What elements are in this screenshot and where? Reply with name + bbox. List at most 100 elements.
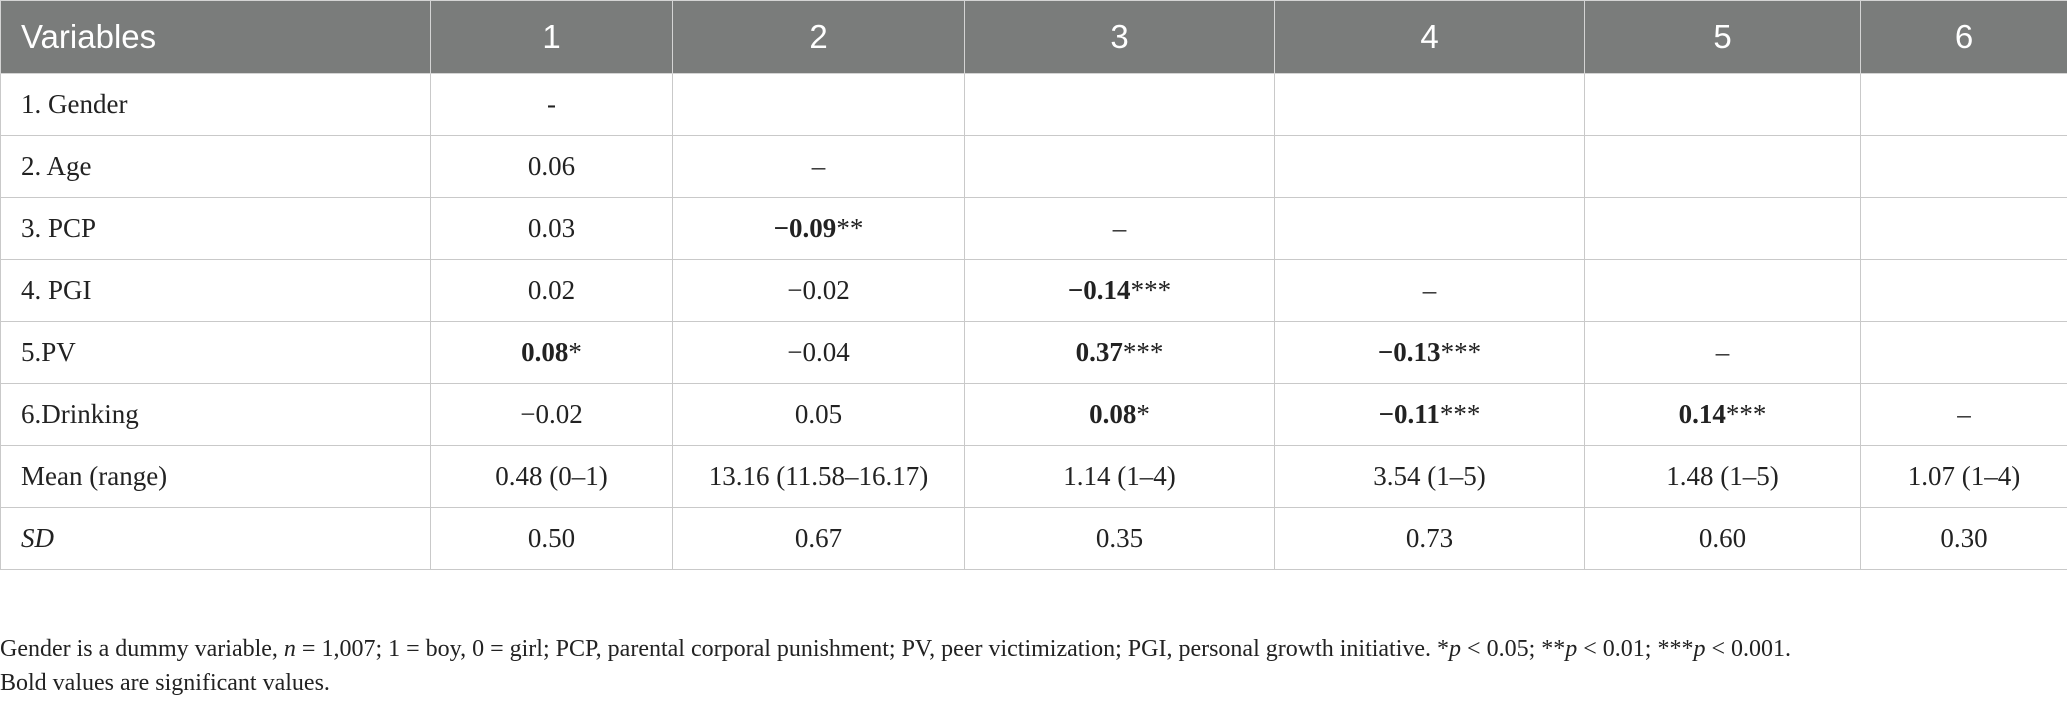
table-cell: 3.54 (1–5) xyxy=(1274,445,1585,508)
significance-marker: *** xyxy=(1130,275,1172,305)
table-cell: 1.48 (1–5) xyxy=(1584,445,1861,508)
header-variables: Variables xyxy=(0,0,431,74)
table-cell xyxy=(1274,73,1585,136)
table-cell: 0.08* xyxy=(964,383,1275,446)
table-cell: 0.48 (0–1) xyxy=(430,445,673,508)
table-cell xyxy=(1860,321,2067,384)
cell-value: −0.11 xyxy=(1378,399,1440,429)
row-label: 5.PV xyxy=(0,321,431,384)
cell-value: 0.03 xyxy=(527,213,576,243)
cell-value: −0.14 xyxy=(1067,275,1131,305)
table-cell xyxy=(1860,259,2067,322)
significance-marker: * xyxy=(1136,399,1150,429)
table-cell: – xyxy=(964,197,1275,260)
cell-value: - xyxy=(547,89,556,119)
significance-marker: *** xyxy=(1439,399,1481,429)
cell-value: 0.06 xyxy=(527,151,576,181)
table-cell: 0.06 xyxy=(430,135,673,198)
table-cell: 0.67 xyxy=(672,507,965,570)
cell-value: −0.09 xyxy=(773,213,837,243)
row-label: 3. PCP xyxy=(0,197,431,260)
table-row: SD 0.50 0.67 0.35 0.73 0.60 0.30 xyxy=(0,507,2067,570)
cell-value: – xyxy=(1422,275,1437,305)
table-cell: 0.14*** xyxy=(1584,383,1861,446)
cell-value: −0.02 xyxy=(520,399,583,429)
footnote-line-2: Bold values are significant values. xyxy=(0,670,330,696)
table-cell xyxy=(964,135,1275,198)
row-label: 4. PGI xyxy=(0,259,431,322)
table-footnote: Gender is a dummy variable, n = 1,007; 1… xyxy=(0,632,1791,700)
row-label: 6.Drinking xyxy=(0,383,431,446)
header-col-6: 6 xyxy=(1860,0,2067,74)
table-cell: −0.14*** xyxy=(964,259,1275,322)
cell-value: 0.60 xyxy=(1698,523,1747,553)
cell-value: −0.04 xyxy=(787,337,850,367)
table-row: 6.Drinking −0.02 0.05 0.08* −0.11*** 0.14*** – xyxy=(0,383,2067,446)
correlation-table: Variables 1 2 3 4 5 6 1. Gender - 2. Age 0.06 – 3. … xyxy=(0,0,2067,570)
cell-value: 0.37 xyxy=(1075,337,1123,367)
table-cell xyxy=(1584,197,1861,260)
header-col-3: 3 xyxy=(964,0,1275,74)
cell-value: 1.07 (1–4) xyxy=(1907,461,2021,491)
cell-value: 0.67 xyxy=(794,523,843,553)
table-cell xyxy=(1584,73,1861,136)
cell-value: – xyxy=(1957,399,1971,429)
table-cell: 1.14 (1–4) xyxy=(964,445,1275,508)
significance-marker: * xyxy=(568,337,582,367)
cell-value: – xyxy=(1715,337,1730,367)
header-col-5: 5 xyxy=(1584,0,1861,74)
table-cell: −0.02 xyxy=(672,259,965,322)
cell-value: – xyxy=(1112,213,1127,243)
significance-marker: *** xyxy=(1122,337,1164,367)
header-row: Variables 1 2 3 4 5 6 xyxy=(0,0,2067,74)
cell-value: 0.30 xyxy=(1940,523,1988,553)
cell-value: – xyxy=(811,151,826,181)
table-cell: 0.08* xyxy=(430,321,673,384)
row-label: 1. Gender xyxy=(0,73,431,136)
cell-value: 0.48 (0–1) xyxy=(495,461,608,491)
table-cell: −0.09** xyxy=(672,197,965,260)
table-cell: −0.11*** xyxy=(1274,383,1585,446)
cell-value: 1.14 (1–4) xyxy=(1063,461,1176,491)
cell-value: 3.54 (1–5) xyxy=(1373,461,1486,491)
table-cell: 0.50 xyxy=(430,507,673,570)
table-body: 1. Gender -2. Age 0.06–3. PCP 0.03 −0.09** –4… xyxy=(0,73,2067,570)
table-cell: 0.35 xyxy=(964,507,1275,570)
table-cell: 0.37*** xyxy=(964,321,1275,384)
table-cell xyxy=(1274,135,1585,198)
cell-value: 0.08 xyxy=(521,337,569,367)
table-cell: - xyxy=(430,73,673,136)
table-cell: 0.30 xyxy=(1860,507,2067,570)
cell-value: −0.13 xyxy=(1377,337,1441,367)
table-cell: 0.03 xyxy=(430,197,673,260)
header-col-1: 1 xyxy=(430,0,673,74)
table-cell: – xyxy=(672,135,965,198)
table-header: Variables 1 2 3 4 5 6 xyxy=(0,0,2067,74)
row-label: 2. Age xyxy=(0,135,431,198)
table-cell xyxy=(964,73,1275,136)
cell-value: 0.73 xyxy=(1405,523,1454,553)
table-cell: 0.60 xyxy=(1584,507,1861,570)
table-cell: −0.04 xyxy=(672,321,965,384)
cell-value: −0.02 xyxy=(787,275,850,305)
significance-marker: ** xyxy=(836,213,864,243)
table-row: 1. Gender - xyxy=(0,73,2067,136)
header-col-2: 2 xyxy=(672,0,965,74)
footnote-line-1: Gender is a dummy variable, n = 1,007; 1… xyxy=(0,636,1791,662)
table-cell: – xyxy=(1584,321,1861,384)
table-cell: −0.02 xyxy=(430,383,673,446)
table-cell xyxy=(1860,135,2067,198)
significance-marker: *** xyxy=(1440,337,1482,367)
cell-value: 13.16 (11.58–16.17) xyxy=(708,461,929,491)
table-row: 4. PGI 0.02 −0.02 −0.14*** – xyxy=(0,259,2067,322)
cell-value: 0.05 xyxy=(794,399,843,429)
row-label: Mean (range) xyxy=(0,445,431,508)
cell-value: 0.02 xyxy=(527,275,576,305)
row-label: SD xyxy=(0,507,431,570)
table-row: Mean (range) 0.48 (0–1) 13.16 (11.58–16.17… xyxy=(0,445,2067,508)
table-cell xyxy=(1584,259,1861,322)
table-cell xyxy=(672,73,965,136)
header-col-4: 4 xyxy=(1274,0,1585,74)
table-cell xyxy=(1584,135,1861,198)
table-cell xyxy=(1860,197,2067,260)
